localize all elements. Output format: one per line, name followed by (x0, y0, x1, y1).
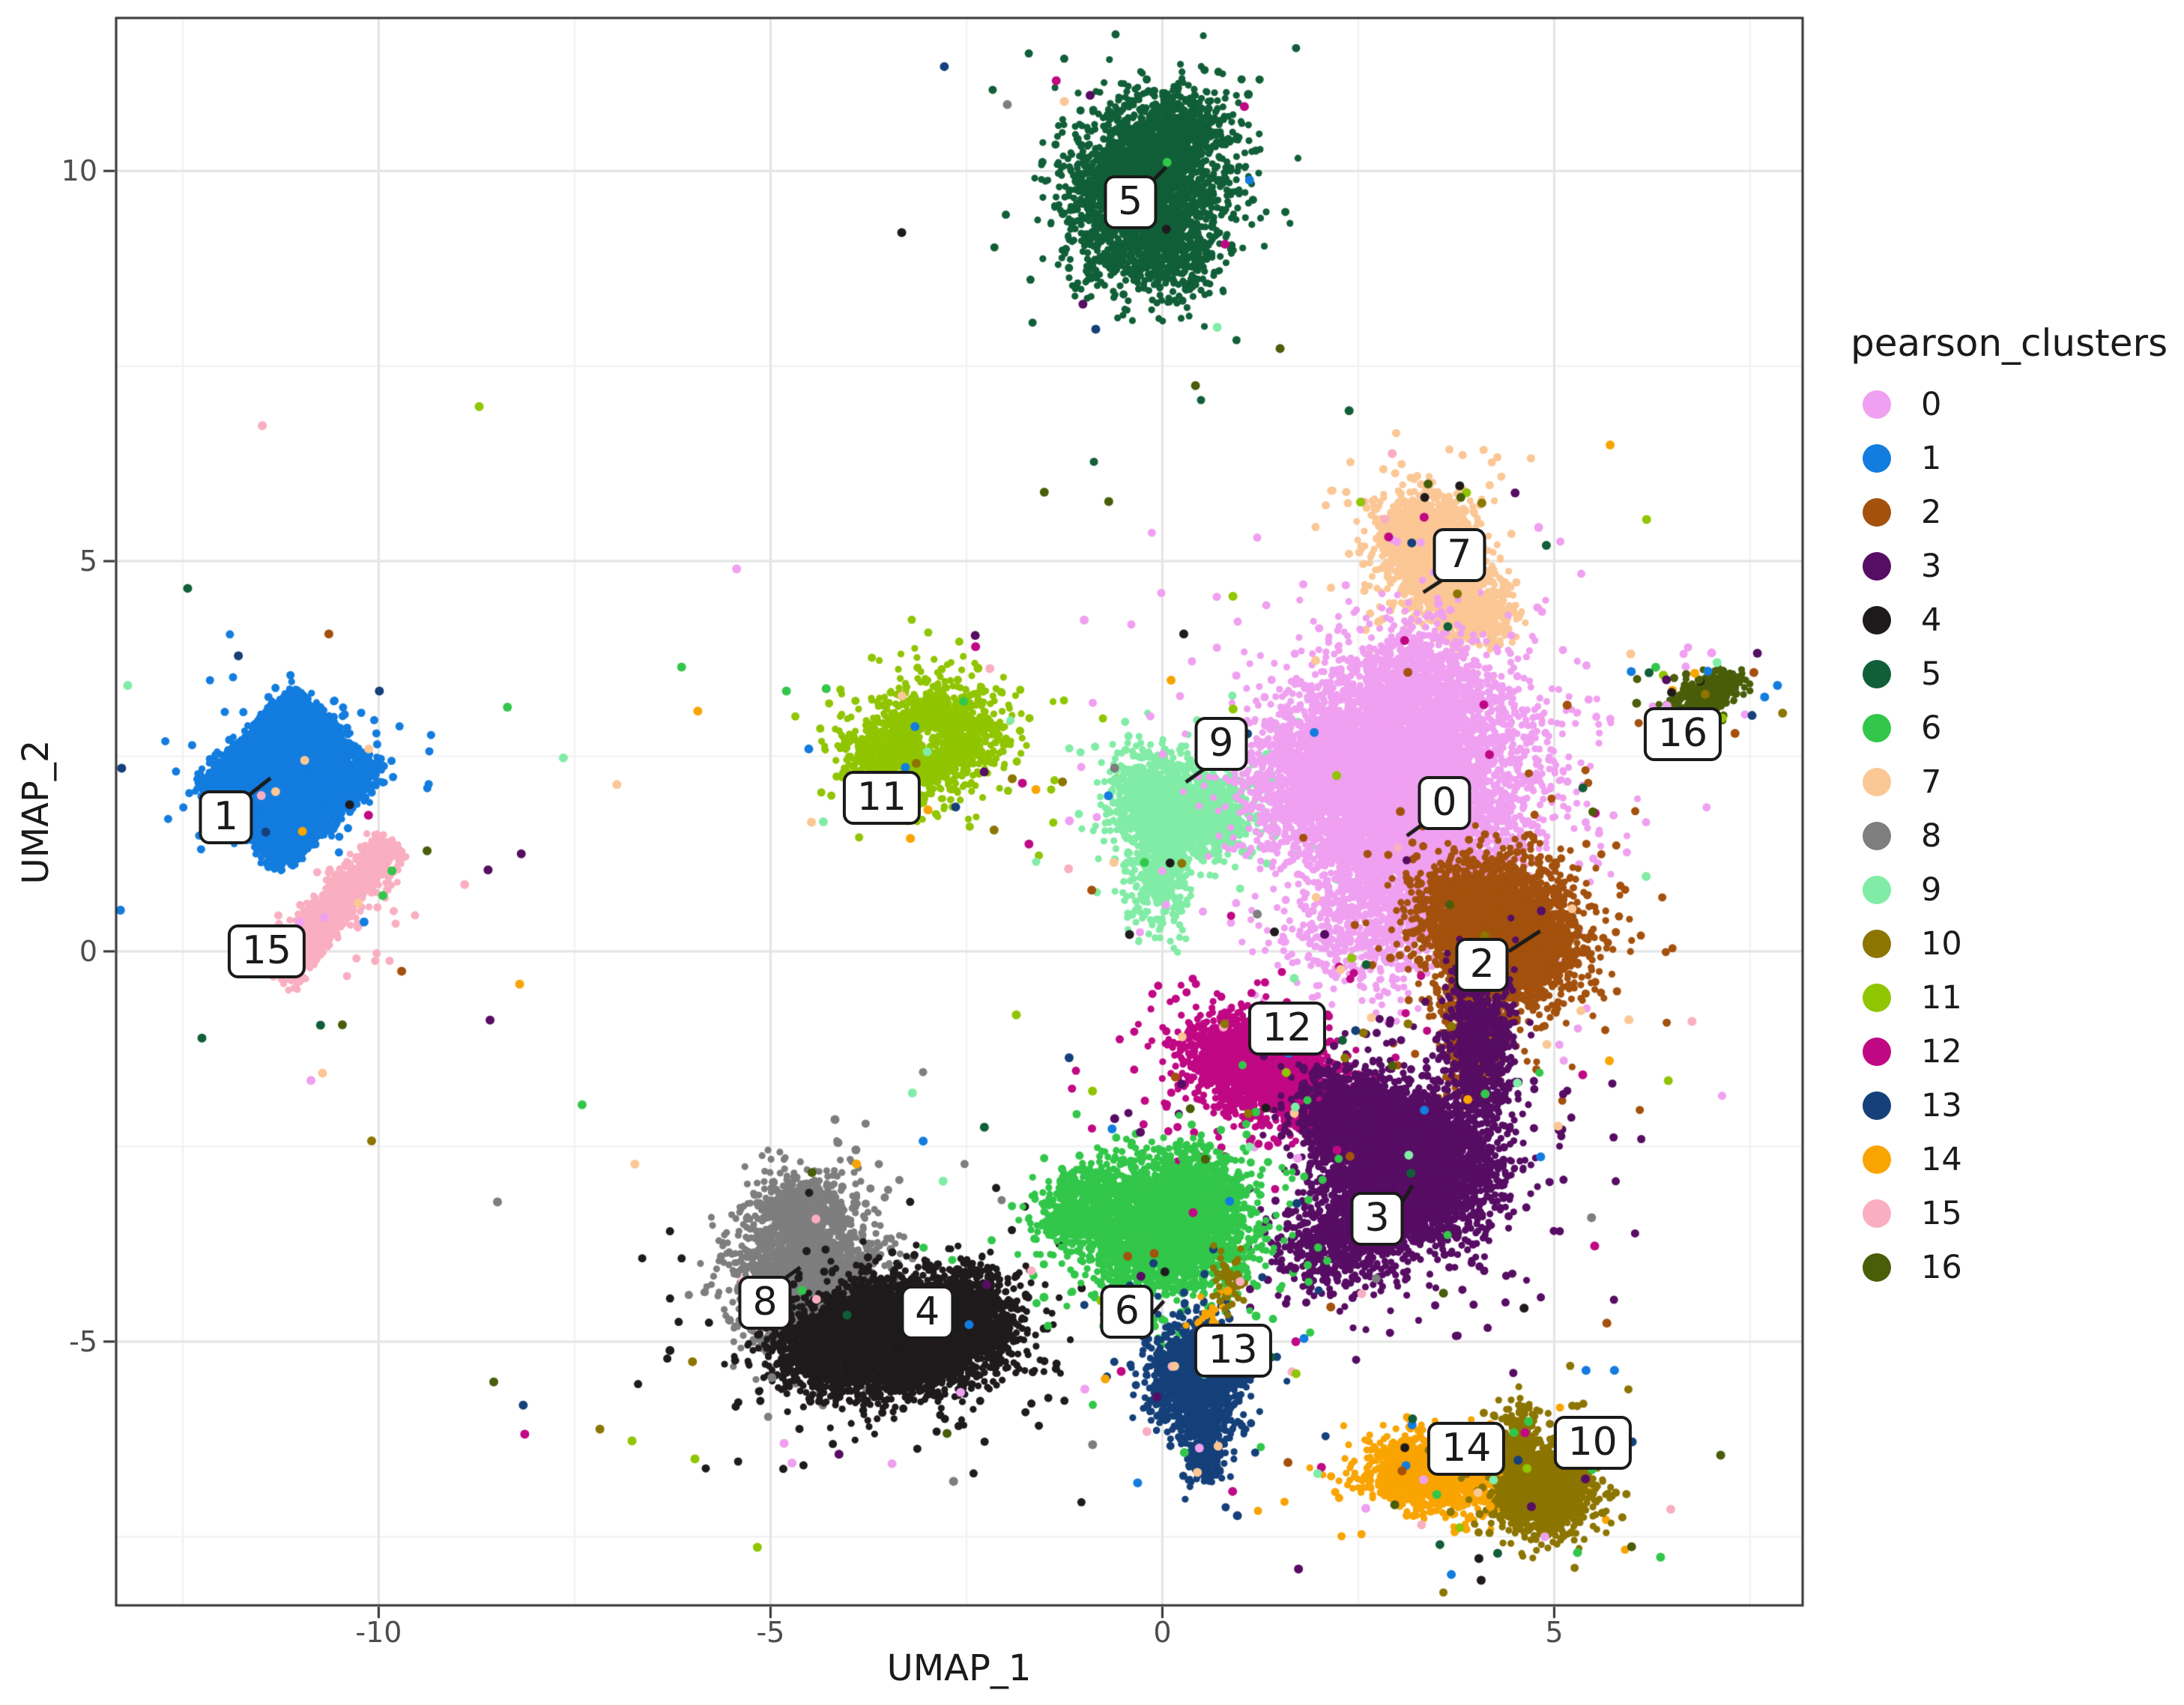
cluster-label-15: 15 (227, 924, 306, 978)
cluster-label-4: 4 (901, 1285, 955, 1340)
legend-label-11: 11 (1921, 979, 1962, 1017)
legend-item-6: 6 (1851, 701, 2173, 755)
legend-dot-6 (1863, 714, 1891, 742)
cluster-label-0: 0 (1418, 776, 1471, 831)
legend-dot-13 (1863, 1091, 1891, 1120)
y-axis-title: UMAP_2 (15, 739, 57, 885)
legend-label-6: 6 (1921, 709, 1942, 747)
legend-dot-14 (1863, 1145, 1891, 1174)
legend-item-7: 7 (1851, 755, 2173, 809)
y-tick-label--5: -5 (69, 1324, 97, 1358)
cluster-label-13: 13 (1194, 1324, 1272, 1378)
cluster-label-9: 9 (1194, 716, 1248, 771)
legend-dot-3 (1863, 552, 1891, 581)
legend-item-8: 8 (1851, 809, 2173, 863)
legend-dot-0 (1863, 390, 1891, 419)
legend-item-9: 9 (1851, 863, 2173, 917)
cluster-label-16: 16 (1643, 707, 1722, 762)
y-tick-label-10: 10 (61, 154, 97, 188)
legend-label-3: 3 (1921, 548, 1942, 585)
legend-label-0: 0 (1921, 386, 1942, 423)
legend-item-13: 13 (1851, 1079, 2173, 1133)
legend-label-16: 16 (1921, 1249, 1962, 1286)
x-tick-label--10: -10 (355, 1616, 402, 1649)
legend-label-14: 14 (1921, 1141, 1962, 1178)
legend-label-12: 12 (1921, 1033, 1962, 1070)
legend-item-14: 14 (1851, 1133, 2173, 1187)
legend-item-10: 10 (1851, 917, 2173, 971)
x-tick-label-0: 0 (1153, 1616, 1172, 1649)
legend-title: pearson_clusters (1851, 321, 2168, 365)
legend-dot-7 (1863, 768, 1891, 796)
cluster-label-2: 2 (1455, 937, 1509, 992)
legend-dot-5 (1863, 660, 1891, 688)
legend-dot-8 (1863, 822, 1891, 850)
legend-item-4: 4 (1851, 593, 2173, 647)
legend-item-1: 1 (1851, 431, 2173, 485)
cluster-label-10: 10 (1553, 1416, 1632, 1471)
legend: pearson_clusters 0 1 2 3 4 5 6 7 8 9 10 11 12 13 14 15 1… (1851, 322, 2173, 1294)
legend-label-13: 13 (1921, 1087, 1962, 1124)
legend-dot-12 (1863, 1038, 1891, 1066)
legend-dot-15 (1863, 1199, 1891, 1228)
legend-item-16: 16 (1851, 1241, 2173, 1294)
cluster-label-5: 5 (1103, 175, 1158, 229)
legend-label-10: 10 (1921, 925, 1962, 963)
legend-label-5: 5 (1921, 655, 1942, 693)
legend-item-3: 3 (1851, 539, 2173, 593)
legend-label-8: 8 (1921, 817, 1942, 855)
x-tick-label--5: -5 (756, 1616, 785, 1649)
cluster-label-7: 7 (1433, 527, 1486, 582)
cluster-label-12: 12 (1247, 1002, 1326, 1056)
legend-item-5: 5 (1851, 647, 2173, 701)
legend-label-2: 2 (1921, 494, 1942, 531)
legend-dot-4 (1863, 606, 1891, 635)
legend-label-15: 15 (1921, 1195, 1962, 1232)
x-tick-label-5: 5 (1545, 1616, 1564, 1649)
legend-label-4: 4 (1921, 602, 1942, 639)
legend-item-0: 0 (1851, 378, 2173, 431)
y-tick-label-0: 0 (79, 934, 97, 968)
x-axis-title: UMAP_1 (886, 1647, 1032, 1689)
legend-dot-16 (1863, 1253, 1891, 1282)
legend-label-9: 9 (1921, 871, 1942, 909)
legend-dot-9 (1863, 876, 1891, 904)
legend-dot-2 (1863, 498, 1891, 527)
legend-item-12: 12 (1851, 1025, 2173, 1079)
legend-items: 0 1 2 3 4 5 6 7 8 9 10 11 12 13 14 15 16 (1851, 378, 2173, 1294)
cluster-label-8: 8 (738, 1275, 792, 1330)
legend-label-1: 1 (1921, 440, 1942, 477)
cluster-label-6: 6 (1100, 1285, 1154, 1339)
legend-label-7: 7 (1921, 763, 1942, 801)
cluster-label-14: 14 (1427, 1421, 1506, 1476)
legend-item-2: 2 (1851, 485, 2173, 539)
legend-item-15: 15 (1851, 1187, 2173, 1241)
legend-dot-11 (1863, 984, 1891, 1012)
cluster-label-11: 11 (842, 770, 922, 825)
legend-dot-1 (1863, 444, 1891, 473)
cluster-label-1: 1 (199, 790, 252, 844)
legend-item-11: 11 (1851, 971, 2173, 1025)
cluster-label-3: 3 (1350, 1192, 1404, 1247)
y-tick-label-5: 5 (79, 545, 97, 578)
legend-dot-10 (1863, 930, 1891, 958)
